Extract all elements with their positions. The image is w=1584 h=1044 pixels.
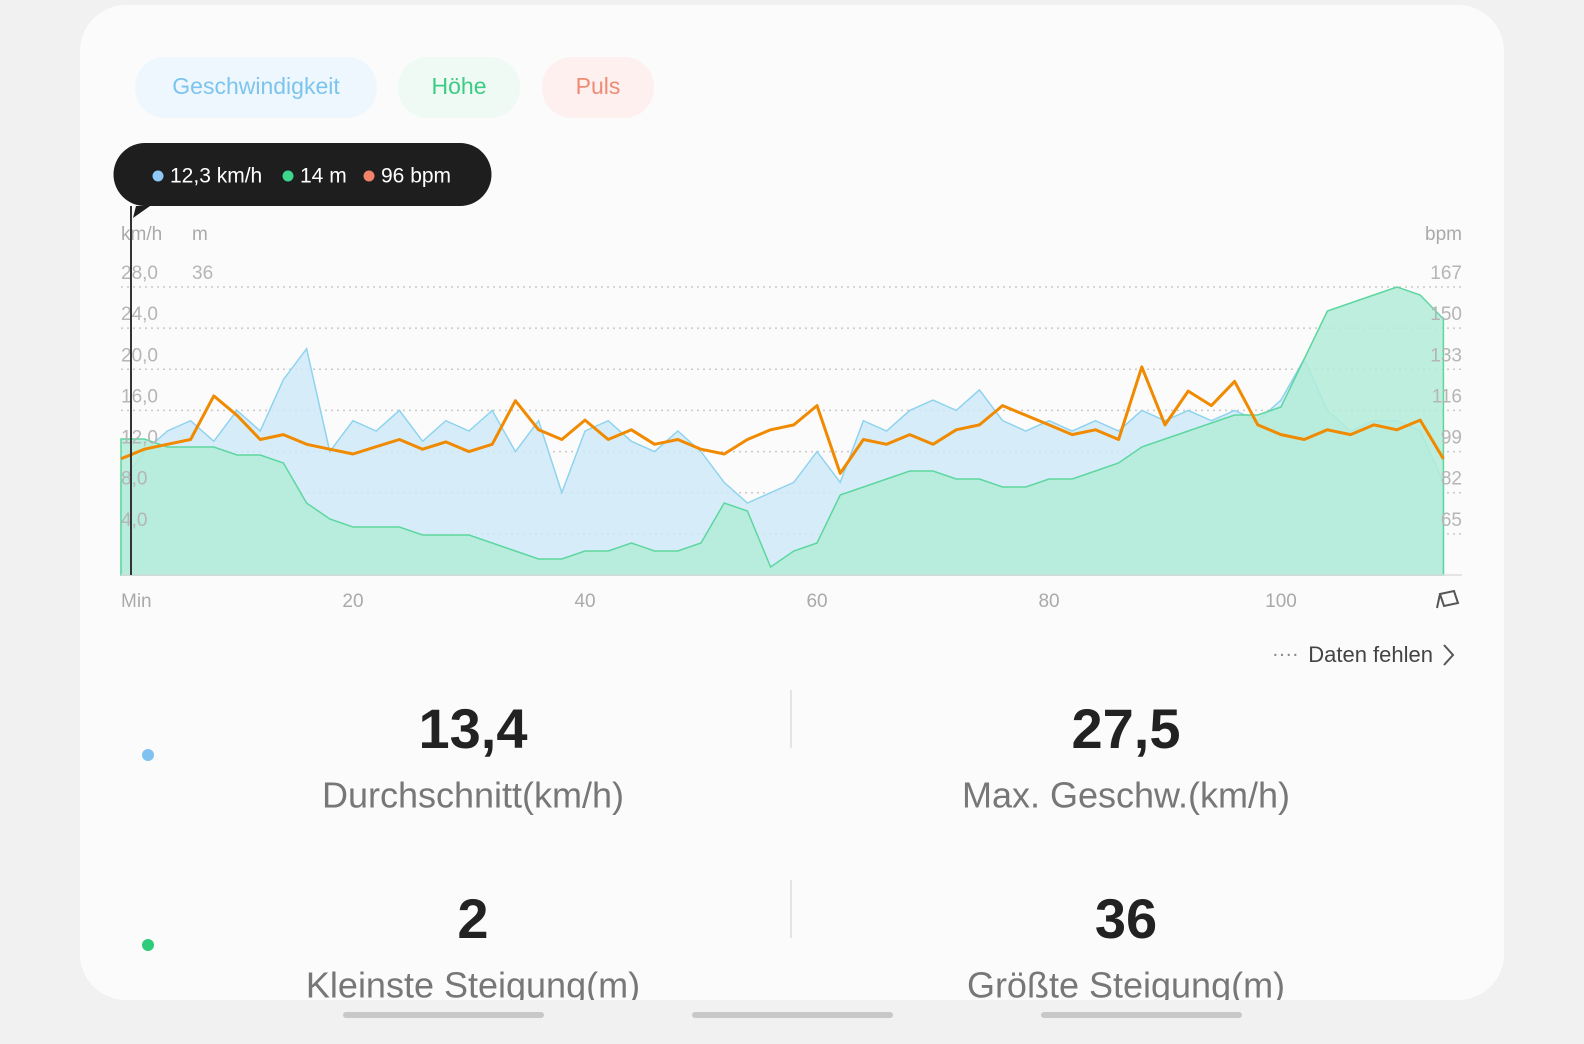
y2-tick-label: 167 bbox=[1430, 263, 1462, 284]
tooltip-dot bbox=[282, 170, 294, 182]
stat-label: Kleinste Steigung(m) bbox=[306, 965, 640, 1006]
stat-dot bbox=[142, 749, 154, 761]
tooltip-text: 12,3 km/h bbox=[170, 165, 262, 188]
tooltip-dot bbox=[152, 170, 164, 182]
x-tick-label: 40 bbox=[574, 591, 595, 612]
tooltip-dot bbox=[363, 170, 375, 182]
y-tick-label: 20,0 bbox=[121, 345, 158, 366]
dots-icon: ···· bbox=[1272, 643, 1299, 665]
finish-flag bbox=[1436, 589, 1460, 609]
y2-tick-label: 99 bbox=[1441, 428, 1462, 449]
axis-unit: bpm bbox=[1425, 224, 1462, 245]
tab[interactable] bbox=[398, 57, 520, 118]
axis-unit: m bbox=[192, 224, 208, 245]
y3-tick-label: 36 bbox=[192, 263, 213, 284]
nav-bar bbox=[692, 1012, 893, 1018]
stat-label: Durchschnitt(km/h) bbox=[322, 775, 624, 816]
y2-tick-label: 65 bbox=[1441, 510, 1462, 531]
y2-tick-label: 82 bbox=[1441, 469, 1462, 490]
tooltip-text: 14 m bbox=[300, 165, 347, 188]
y2-tick-label: 133 bbox=[1430, 345, 1462, 366]
x-tick-label: 20 bbox=[342, 591, 363, 612]
tab[interactable] bbox=[135, 57, 377, 118]
stat-value: 27,5 bbox=[1072, 697, 1181, 760]
y-tick-label: 24,0 bbox=[121, 304, 158, 325]
line bbox=[120, 365, 1445, 475]
y-tick-label: 16,0 bbox=[121, 386, 158, 407]
y-tick-label: 8,0 bbox=[121, 469, 147, 490]
x-tick-label: 80 bbox=[1038, 591, 1059, 612]
nav-bar bbox=[343, 1012, 544, 1018]
y-tick-label: 28,0 bbox=[121, 263, 158, 284]
x-tick-label: 100 bbox=[1265, 591, 1297, 612]
y2-tick-label: 116 bbox=[1432, 386, 1462, 407]
y-tick-label: 4,0 bbox=[121, 510, 147, 531]
x-axis-label: Min bbox=[121, 591, 152, 612]
tab[interactable] bbox=[542, 57, 654, 118]
tooltip bbox=[113, 143, 492, 218]
y2-tick-label: 150 bbox=[1430, 304, 1462, 325]
chevron[interactable] bbox=[1443, 644, 1455, 666]
stat-label: Größte Steigung(m) bbox=[967, 965, 1285, 1006]
stat-dot bbox=[142, 939, 154, 951]
nav-bar bbox=[1041, 1012, 1242, 1018]
stat-value: 36 bbox=[1095, 887, 1157, 950]
stat-value: 13,4 bbox=[419, 697, 528, 760]
tooltip-text: 96 bpm bbox=[381, 165, 451, 188]
tab-label[interactable]: Höhe bbox=[432, 73, 487, 99]
x-tick-label: 60 bbox=[806, 591, 827, 612]
stat-value: 2 bbox=[457, 887, 488, 950]
tab-label[interactable]: Geschwindigkeit bbox=[172, 73, 340, 99]
stat-label: Max. Geschw.(km/h) bbox=[962, 775, 1290, 816]
missing-note[interactable]: Daten fehlen bbox=[1308, 642, 1433, 667]
y-tick-label: 12,0 bbox=[121, 428, 158, 449]
tab-label[interactable]: Puls bbox=[576, 73, 621, 99]
axis-unit: km/h bbox=[121, 224, 162, 245]
area bbox=[120, 286, 1445, 576]
